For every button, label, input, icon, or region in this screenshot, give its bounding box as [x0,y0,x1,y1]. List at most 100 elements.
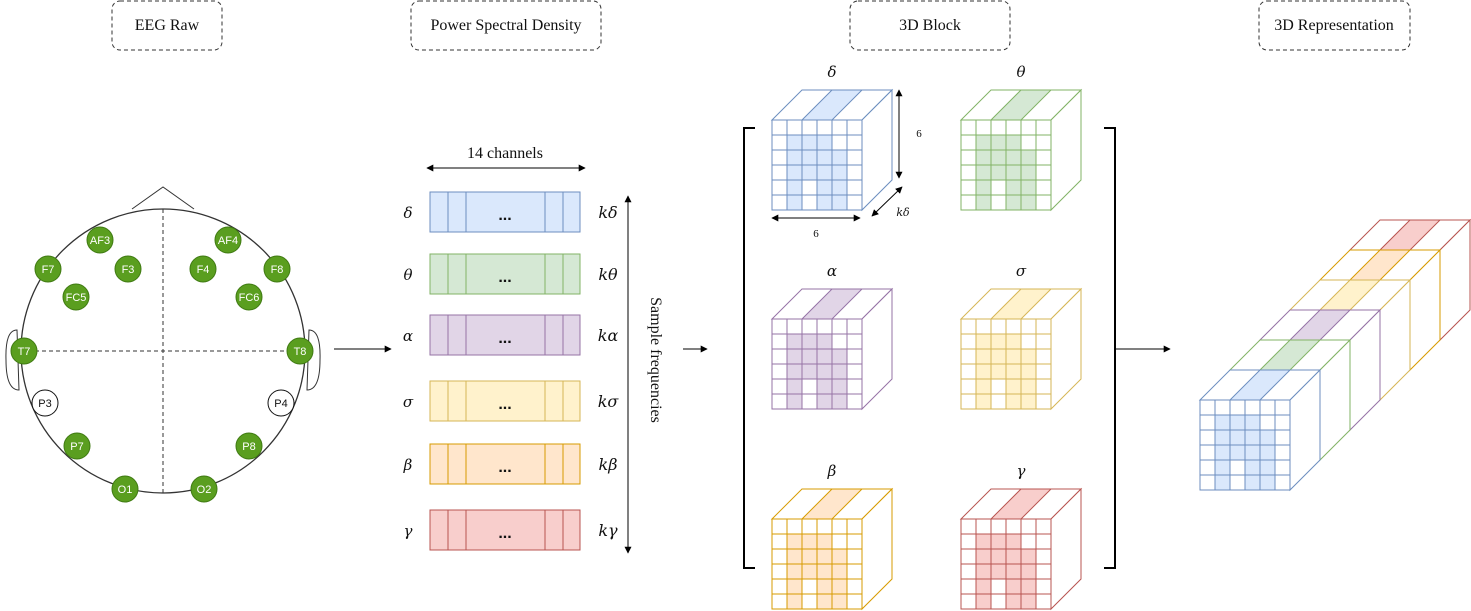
grid-cell [990,149,1007,166]
grid-cell [801,134,818,151]
grid-cell [846,378,863,395]
grid-cell [960,533,977,550]
grid-cell [786,363,803,380]
grid-cell [1229,414,1246,431]
depth-arrow [871,186,903,217]
grid-cell [1020,363,1037,380]
grid-cell [1035,149,1052,166]
grid-cell [846,563,863,580]
grid-cell [975,363,992,380]
grid-cell [1259,399,1276,416]
grid-cell [960,348,977,365]
grid-cell [801,593,818,610]
grid-cell [816,518,833,535]
grid-cell [831,318,848,335]
electrode-f3: F3 [114,255,142,283]
grid-cell [1035,194,1052,211]
electrode-label: P7 [70,441,83,453]
cube [770,287,894,411]
band-k-label: kσ [598,392,620,411]
grid-cell [801,378,818,395]
grid-cell [990,578,1007,595]
grid-cell [816,179,833,196]
grid-cell [975,119,992,136]
grid-cell [990,518,1007,535]
grid-cell [1020,593,1037,610]
electrode-label: T7 [18,346,31,358]
grid-cell [816,194,833,211]
grid-cell [1274,399,1291,416]
electrode-label: FC5 [66,292,87,304]
grid-cell [1020,164,1037,181]
stack-layer [1348,218,1471,342]
electrode-label: F8 [271,264,284,276]
grid-cell [786,518,803,535]
channels-label: 14 channels [467,145,543,162]
electrode-af4: AF4 [214,226,242,254]
psd-bar [429,253,581,295]
band-cubes: δ θ α σ β γ [770,63,1083,611]
electrode-dot [62,283,90,311]
grid-cell [1035,563,1052,580]
electrode-fc5: FC5 [62,283,90,311]
electrode-dot [189,255,217,283]
electrode-p8: P8 [235,432,263,460]
band-symbol: α [403,327,413,345]
grid-cell [1214,429,1231,446]
grid-cell [816,393,833,410]
electrode-dot [31,389,59,417]
stage-psd: Power Spectral Density [410,0,602,51]
grid-cell [1035,548,1052,565]
stage-title: 3D Block [899,17,961,34]
grid-cell [1244,429,1261,446]
ellipsis: ... [498,459,511,476]
psd-band-rows: δ... kδ θ... kθ α... kα σ... kσ β... kβ γ... kγ [403,191,620,551]
grid-cell [960,378,977,395]
grid-cell [1035,533,1052,550]
grid-cell [771,518,788,535]
grid-cell [786,194,803,211]
electrode-label: O1 [118,484,133,496]
grid-cell [1020,149,1037,166]
grid-cell [1005,363,1022,380]
grid-cell [990,393,1007,410]
electrodes: AF3 AF4 F7 F3 F4 F8 FC5 FC6 T7 T8 P3 P4 P7 P8 O1 O2 [10,226,314,503]
grid-cell [1035,378,1052,395]
grid-cell [990,363,1007,380]
grid-cell [960,179,977,196]
grid-cell [771,318,788,335]
right-bracket [1104,127,1116,569]
grid-cell [1020,548,1037,565]
grid-cell [1035,393,1052,410]
grid-cell [1005,194,1022,211]
grid-cell [1259,414,1276,431]
grid-cell [1259,459,1276,476]
grid-cell [1214,399,1231,416]
grid-cell [1244,414,1261,431]
grid-cell [1005,179,1022,196]
grid-cell [1005,548,1022,565]
grid-cell [960,518,977,535]
grid-cell [1214,459,1231,476]
grid-cell [816,149,833,166]
grid-cell [975,393,992,410]
psd-bar [429,443,581,485]
grid-cell [1035,164,1052,181]
band-symbol: δ [403,204,412,222]
psd-panel: 14 channels Sample frequencies δ... kδ θ..… [403,145,664,554]
grid-cell [1005,164,1022,181]
grid-cell [771,393,788,410]
grid-cell [846,194,863,211]
depth-label: kδ [896,206,910,219]
grid-cell [1020,578,1037,595]
grid-cell [1020,563,1037,580]
eeg-head: AF3 AF4 F7 F3 F4 F8 FC5 FC6 T7 T8 P3 P4 P7 P8 O1 O2 [5,186,321,503]
grid-cell [801,393,818,410]
grid-cell [975,134,992,151]
grid-cell [831,119,848,136]
grid-cell [771,378,788,395]
grid-cell [1229,459,1246,476]
grid-cell [1035,119,1052,136]
grid-cell [846,363,863,380]
grid-cell [771,363,788,380]
